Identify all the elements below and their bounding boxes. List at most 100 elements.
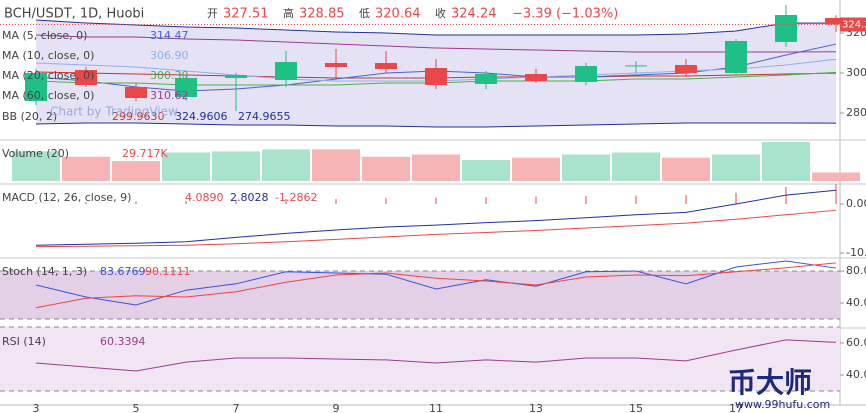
ohlc-value: 320.64 [375,7,421,22]
bar [762,142,810,181]
legend-value: 90.1111 [145,265,191,278]
legend-value: 306.90 [150,49,189,62]
y-tick-label: 40.00 [846,368,866,381]
legend-name: MACD (12, 26, close, 9) [2,191,131,204]
candle-body [175,78,197,97]
legend-value: 310.62 [150,89,189,102]
candle-body [25,73,47,101]
x-tick-label: 13 [529,402,543,413]
y-tick-label: 0.00 [846,197,866,210]
legend-value: 300.30 [150,69,189,82]
bar [12,151,60,181]
y-tick-label: -10.0 [846,246,866,259]
bar [362,156,410,181]
bar [612,152,660,181]
bar [212,151,260,181]
credit: Chart by TradingView [50,105,178,119]
bar [712,154,760,181]
y-tick-label: 60.00 [846,336,866,349]
candle-body [125,87,147,98]
candle-body [725,41,747,73]
legend-value: 324.9606 [175,110,228,123]
x-tick-label: 11 [429,402,443,413]
legend-value: 83.6769 [100,265,146,278]
x-tick-label: 17 [729,402,743,413]
line [35,262,837,309]
candle-body [325,63,347,67]
legend-name: MA (20, close, 0) [2,69,94,82]
band [0,326,840,391]
x-tick-label: 3 [33,402,40,413]
bar [262,149,310,181]
x-tick-label: 15 [629,402,643,413]
last-price-label: 324.24 [842,20,866,31]
candle-body [825,17,847,25]
legend-value: 60.3394 [100,335,146,348]
x-tick-label: 5 [133,402,140,413]
x-tick-label: 7 [233,402,240,413]
candle-body [225,75,247,78]
legend-name: RSI (14) [2,335,46,348]
candle-body [375,63,397,69]
bar [112,161,160,181]
bar [462,159,510,181]
bar [412,154,460,181]
line [35,189,837,246]
candle-body [525,74,547,81]
legend-value: 4.0890 [185,191,224,204]
band-line [35,122,837,128]
legend-value: 2.8028 [230,191,269,204]
legend-value: 29.717K [122,147,168,160]
y-tick-label: 40.00 [846,296,866,309]
legend-name: Volume (20) [2,147,69,160]
legend-name: BB (20, 2) [2,110,57,123]
bar [662,157,710,181]
bar [562,154,610,181]
band-line [35,19,837,36]
legend-name: MA (60, close, 0) [2,89,94,102]
y-tick-label: 80.00 [846,264,866,277]
x-tick-label: 9 [333,402,340,413]
ohlc-value: 324.24 [451,7,497,22]
y-tick-label: 300 [846,66,866,79]
ohlc-name: 开 [207,7,218,20]
candle-body [75,70,97,85]
candle-body [675,65,697,73]
watermark-url: www.99hufu.com [735,398,830,411]
candle-body [575,66,597,82]
bar [62,156,110,181]
candle-body [475,74,497,84]
legend-name: Stoch (14, 1, 3) [2,265,87,278]
legend-value: 274.9655 [238,110,291,123]
last-price-tag [840,17,866,32]
candle-body [625,65,647,67]
bar [512,157,560,181]
legend-value: -1.2862 [275,191,317,204]
legend-name: MA (5, close, 0) [2,29,87,42]
bar [312,149,360,181]
ohlc-name: 低 [359,7,370,20]
legend-value: 314.47 [150,29,189,42]
candle-body [425,68,447,85]
line [35,260,837,306]
legend-name: MA (10, close, 0) [2,49,94,62]
ohlc-value: 328.85 [299,7,345,22]
change-label: −3.39 (−1.03%) [512,7,618,22]
y-tick-label: 280 [846,106,866,119]
ohlc-value: 327.51 [223,7,269,22]
bar [812,172,860,181]
line [35,209,837,248]
ohlc-name: 高 [283,6,294,20]
watermark-brand: 币大师 [728,366,812,399]
candle-body [775,15,797,42]
chart-title: BCH/USDT, 1D, Huobi [4,7,144,22]
bar [162,152,210,181]
band [0,271,840,319]
legend-value: 299.9630 [112,110,165,123]
candle-body [275,62,297,80]
line [35,34,837,53]
ohlc-name: 收 [435,6,446,20]
line [35,339,837,372]
